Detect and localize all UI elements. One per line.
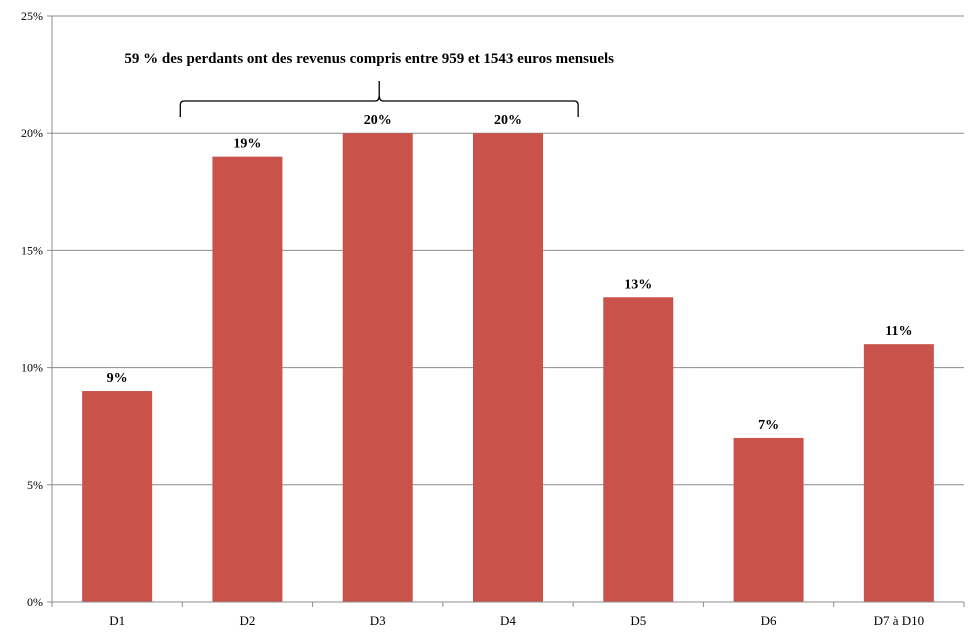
x-tick-label: D4 <box>500 613 516 628</box>
data-label: 11% <box>885 324 912 339</box>
data-label: 7% <box>758 418 779 433</box>
annotation: 59 % des perdants ont des revenus compri… <box>124 51 614 117</box>
bars <box>82 133 934 602</box>
y-tick-label: 25% <box>21 9 43 23</box>
x-tick-label: D1 <box>109 613 125 628</box>
data-label: 20% <box>494 113 522 128</box>
axes: 0% 5% 10% 15% 20% 25% D1 D2 D3 D4 D5 D6 D7 à D10 <box>21 9 965 628</box>
data-label: 19% <box>233 137 261 152</box>
annotation-brace <box>179 81 579 117</box>
y-tick-label: 5% <box>27 478 43 492</box>
data-labels: 9% 19% 20% 20% 13% 7% 11% <box>107 113 913 433</box>
data-label: 20% <box>364 113 392 128</box>
data-label: 9% <box>107 371 128 386</box>
y-tick-label: 0% <box>27 595 43 609</box>
annotation-text: 59 % des perdants ont des revenus compri… <box>124 51 614 67</box>
bar <box>473 133 543 602</box>
bar <box>212 156 283 602</box>
x-tick-label: D5 <box>630 613 646 628</box>
bar <box>342 133 413 602</box>
x-tick-label: D6 <box>761 613 777 628</box>
data-label: 13% <box>624 277 652 292</box>
y-tick-label: 10% <box>21 361 43 375</box>
y-tick-label: 20% <box>21 126 43 140</box>
x-tick-label: D2 <box>239 613 255 628</box>
bar <box>603 297 674 602</box>
x-tick-label: D7 à D10 <box>874 613 925 628</box>
bar <box>863 344 934 602</box>
bar <box>82 391 153 602</box>
bar <box>733 437 804 602</box>
y-tick-label: 15% <box>21 243 43 257</box>
x-tick-label: D3 <box>370 613 386 628</box>
